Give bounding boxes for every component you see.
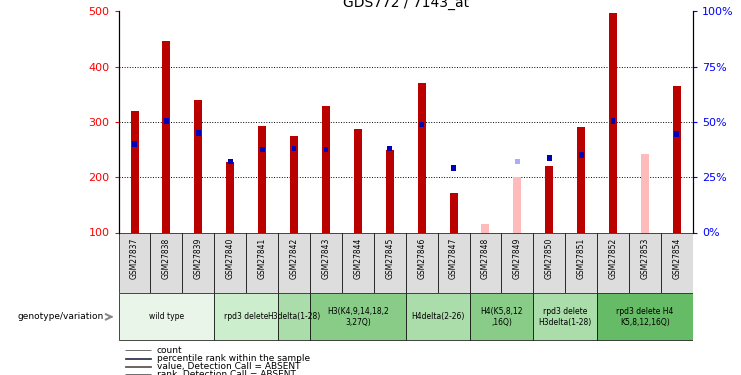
Bar [418, 83, 425, 232]
Text: count: count [157, 346, 182, 355]
Bar [310, 232, 342, 292]
Bar [514, 177, 522, 232]
Text: wild type: wild type [149, 312, 184, 321]
Text: GSM27838: GSM27838 [162, 237, 171, 279]
Bar [419, 122, 424, 128]
Bar [310, 294, 406, 340]
Bar [470, 294, 534, 340]
Bar [545, 166, 554, 232]
Bar [324, 147, 328, 152]
Bar [674, 131, 679, 137]
Bar [597, 294, 693, 340]
Bar [373, 232, 406, 292]
Bar [194, 100, 202, 232]
Bar [450, 193, 457, 232]
Bar [482, 224, 490, 232]
Text: genotype/variation: genotype/variation [18, 312, 104, 321]
Bar [438, 232, 470, 292]
Bar [214, 232, 246, 292]
Bar [641, 154, 649, 232]
Text: GSM27853: GSM27853 [640, 237, 649, 279]
Bar [597, 232, 629, 292]
Bar [227, 159, 233, 165]
Bar [278, 294, 310, 340]
Text: H3delta(1-28): H3delta(1-28) [268, 312, 321, 321]
Text: rpd3 delete: rpd3 delete [224, 312, 268, 321]
Bar [609, 13, 617, 232]
Bar [246, 232, 278, 292]
Text: GSM27837: GSM27837 [130, 237, 139, 279]
Bar [196, 130, 201, 136]
Bar [388, 146, 392, 151]
Text: H4(K5,8,12
,16Q): H4(K5,8,12 ,16Q) [480, 307, 522, 327]
Text: H4delta(2-26): H4delta(2-26) [411, 312, 465, 321]
Bar [565, 232, 597, 292]
Bar [162, 40, 170, 232]
Bar [278, 232, 310, 292]
Bar [119, 294, 214, 340]
Bar [290, 136, 298, 232]
Text: GSM27839: GSM27839 [194, 237, 203, 279]
Bar [214, 294, 278, 340]
Bar [534, 294, 597, 340]
Text: rank, Detection Call = ABSENT: rank, Detection Call = ABSENT [157, 370, 296, 375]
Text: GSM27845: GSM27845 [385, 237, 394, 279]
Text: GSM27847: GSM27847 [449, 237, 458, 279]
Text: GSM27849: GSM27849 [513, 237, 522, 279]
Bar [386, 150, 393, 232]
Bar [661, 232, 693, 292]
Text: rpd3 delete H4
K5,8,12,16Q): rpd3 delete H4 K5,8,12,16Q) [617, 307, 674, 327]
Bar [164, 118, 169, 123]
Text: GSM27841: GSM27841 [258, 237, 267, 279]
Bar [258, 126, 266, 232]
Bar [354, 129, 362, 232]
Bar [673, 86, 681, 232]
Text: percentile rank within the sample: percentile rank within the sample [157, 354, 310, 363]
Bar [119, 232, 150, 292]
Bar [514, 177, 522, 232]
Bar [132, 141, 137, 147]
Bar [515, 159, 519, 165]
Text: GSM27852: GSM27852 [608, 237, 617, 279]
Text: GSM27840: GSM27840 [226, 237, 235, 279]
Bar [292, 146, 296, 151]
Bar [629, 232, 661, 292]
Text: rpd3 delete
H3delta(1-28): rpd3 delete H3delta(1-28) [539, 307, 592, 327]
Text: GSM27846: GSM27846 [417, 237, 426, 279]
Bar [502, 232, 534, 292]
Text: GSM27844: GSM27844 [353, 237, 362, 279]
Bar [534, 232, 565, 292]
Text: value, Detection Call = ABSENT: value, Detection Call = ABSENT [157, 362, 300, 371]
Bar [579, 152, 584, 158]
Text: GSM27843: GSM27843 [322, 237, 330, 279]
Text: GSM27850: GSM27850 [545, 237, 554, 279]
Text: GSM27848: GSM27848 [481, 237, 490, 279]
Bar [150, 232, 182, 292]
Bar [260, 147, 265, 152]
Bar [470, 232, 502, 292]
Bar [611, 118, 616, 123]
Bar [182, 232, 214, 292]
Bar [322, 106, 330, 232]
Title: GDS772 / 7143_at: GDS772 / 7143_at [342, 0, 469, 10]
Bar [130, 111, 139, 232]
Bar [547, 155, 551, 160]
Bar [406, 294, 470, 340]
Bar [226, 162, 234, 232]
Text: H3(K4,9,14,18,2
3,27Q): H3(K4,9,14,18,2 3,27Q) [327, 307, 389, 327]
Bar [124, 366, 151, 367]
Bar [406, 232, 438, 292]
Bar [451, 165, 456, 171]
Text: GSM27851: GSM27851 [576, 237, 585, 279]
Bar [577, 128, 585, 232]
Text: GSM27854: GSM27854 [672, 237, 682, 279]
Bar [342, 232, 373, 292]
Text: GSM27842: GSM27842 [290, 237, 299, 279]
